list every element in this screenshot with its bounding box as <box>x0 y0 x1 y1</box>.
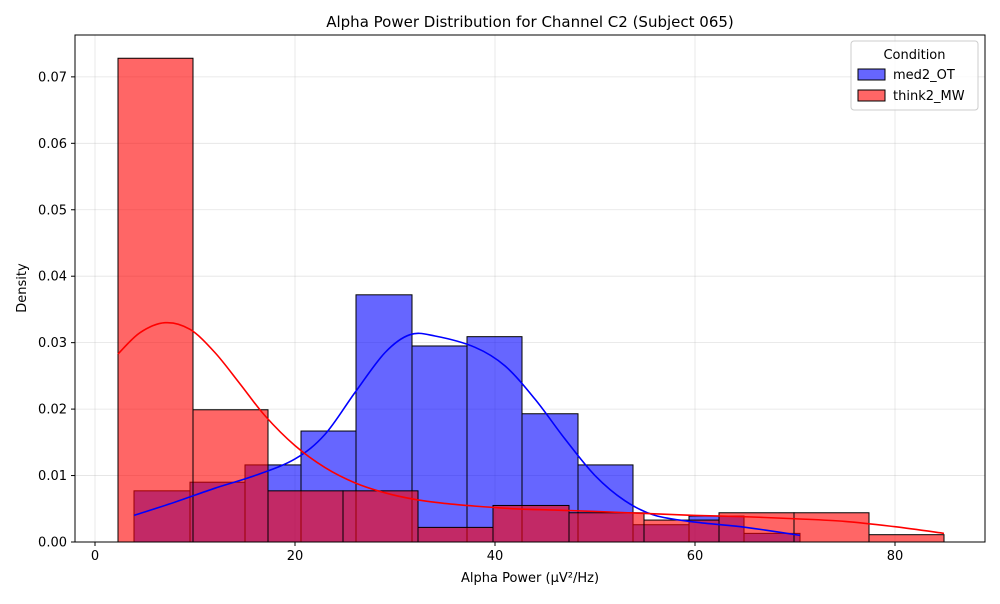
bar-think2-mw <box>568 512 645 543</box>
y-axis-ticks: 0.00 0.01 0.02 0.03 0.04 0.05 0.06 0.07 <box>38 70 75 551</box>
y-tick-label: 0.05 <box>38 203 67 218</box>
y-tick-label: 0.06 <box>38 137 67 152</box>
legend-swatch-think2-mw <box>857 89 886 102</box>
x-axis-ticks: 0 20 40 60 80 <box>91 542 903 564</box>
y-axis-label: Density <box>15 263 30 313</box>
x-tick-label: 0 <box>91 549 99 564</box>
bar-think2-mw <box>267 490 344 543</box>
x-tick-label: 80 <box>887 549 904 564</box>
x-tick-label: 20 <box>287 549 304 564</box>
grid-lines <box>75 35 985 543</box>
x-axis-label: Alpha Power (µV²/Hz) <box>461 571 599 586</box>
bar-think2-mw <box>192 409 269 543</box>
y-tick-label: 0.02 <box>38 403 67 418</box>
y-tick-label: 0.07 <box>38 70 67 85</box>
bar-think2-mw <box>342 490 419 543</box>
y-tick-label: 0.01 <box>38 469 67 484</box>
histogram-bars <box>117 57 945 543</box>
bar-think2-mw <box>417 526 494 543</box>
legend: Condition med2_OT think2_MW <box>850 40 979 111</box>
legend-title: Condition <box>883 48 945 63</box>
x-tick-label: 40 <box>487 549 504 564</box>
legend-label-med2-ot: med2_OT <box>893 68 955 83</box>
bar-med2-ot <box>411 345 468 543</box>
y-tick-label: 0.04 <box>38 270 67 285</box>
kde-curves <box>117 321 945 537</box>
chart-title: Alpha Power Distribution for Channel C2 … <box>326 13 734 31</box>
bar-think2-mw <box>117 57 194 543</box>
bar-think2-mw <box>868 534 945 543</box>
kde-line-think2-mw <box>117 321 945 535</box>
legend-label-think2-mw: think2_MW <box>893 89 965 104</box>
plot-area-frame <box>74 34 986 543</box>
legend-swatch-med2-ot <box>857 68 886 81</box>
bar-think2-mw <box>492 504 570 543</box>
y-tick-label: 0.03 <box>38 336 67 351</box>
kde-line-med2-ot <box>133 332 801 537</box>
x-tick-label: 60 <box>687 549 704 564</box>
y-tick-label: 0.00 <box>38 536 67 551</box>
bar-think2-mw <box>793 512 870 543</box>
